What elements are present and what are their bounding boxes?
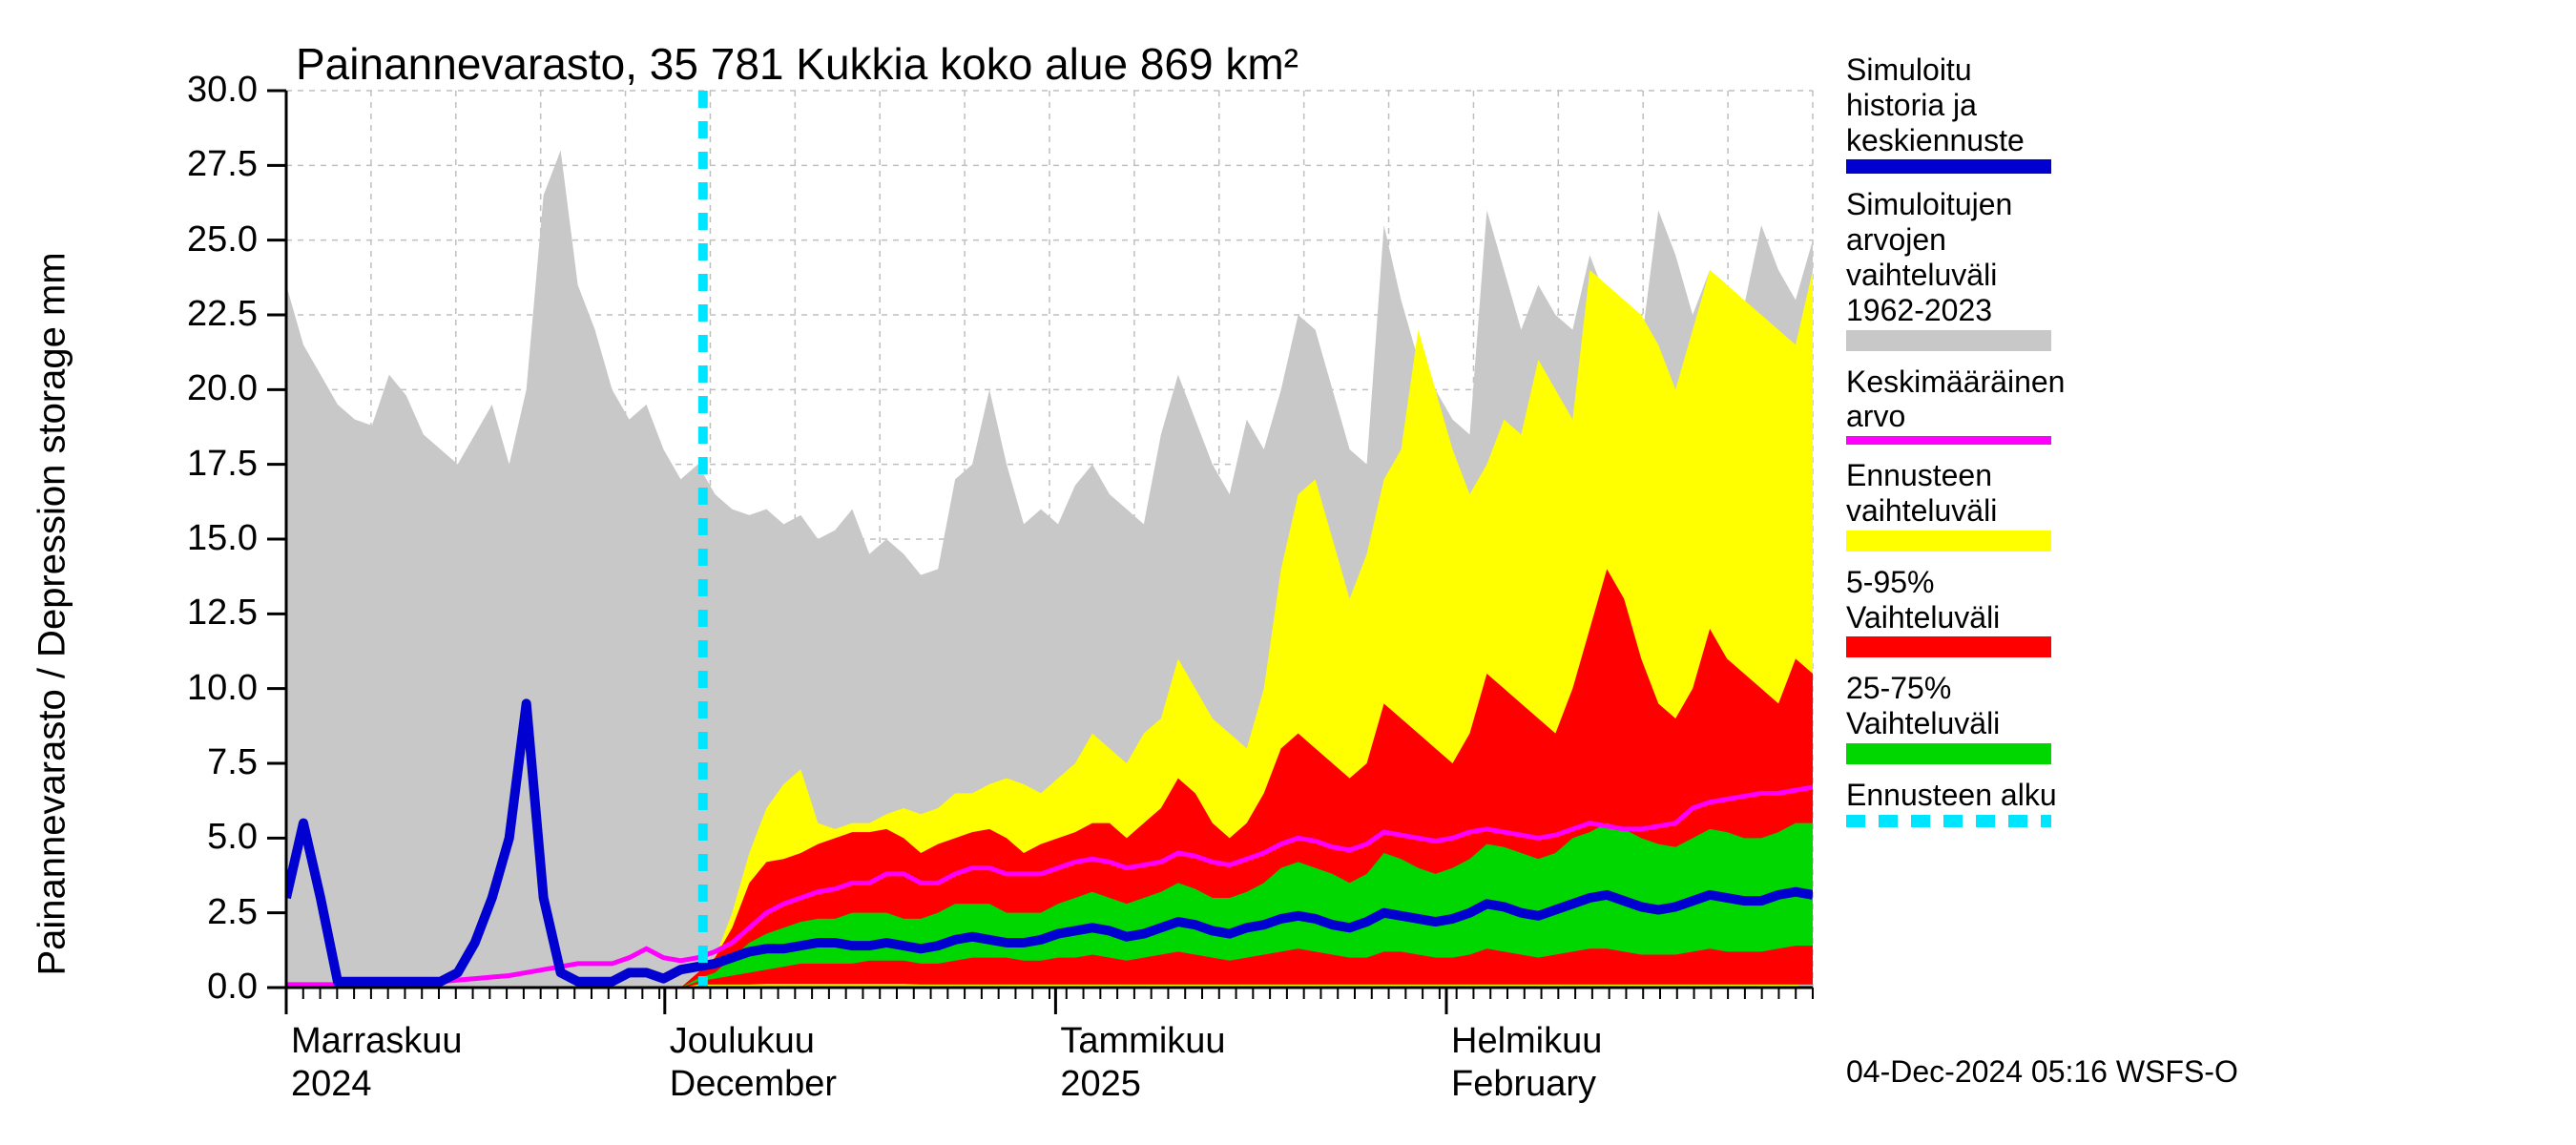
- legend-item: Keskimääräinen arvo: [1846, 364, 2066, 446]
- legend: Simuloitu historia jakeskiennusteSimuloi…: [1846, 52, 2066, 841]
- legend-swatch: [1846, 531, 2051, 552]
- y-tick: 25.0: [143, 219, 258, 260]
- chart-title: Painannevarasto, 35 781 Kukkia koko alue…: [296, 38, 1298, 90]
- timestamp: 04-Dec-2024 05:16 WSFS-O: [1846, 1054, 2238, 1090]
- legend-swatch: [1846, 636, 2051, 657]
- y-axis-label: Painannevarasto / Depression storage mm: [31, 252, 74, 975]
- legend-item: Ennusteen alku: [1846, 778, 2066, 827]
- legend-item: 5-95% Vaihteluväli: [1846, 565, 2066, 658]
- legend-label: 25-75% Vaihteluväli: [1846, 671, 2066, 741]
- x-month-sublabel: 2024: [291, 1064, 372, 1105]
- y-tick: 2.5: [143, 892, 258, 933]
- y-tick: 7.5: [143, 742, 258, 783]
- y-tick: 5.0: [143, 817, 258, 858]
- legend-label: keskiennuste: [1846, 123, 2066, 158]
- y-tick: 12.5: [143, 593, 258, 634]
- y-tick: 27.5: [143, 144, 258, 185]
- y-tick: 22.5: [143, 294, 258, 335]
- chart-container: Painannevarasto, 35 781 Kukkia koko alue…: [0, 0, 2576, 1145]
- legend-item: Simuloitujen arvojenvaihteluväli 1962-20…: [1846, 187, 2066, 350]
- legend-swatch: [1846, 330, 2051, 351]
- y-tick: 10.0: [143, 668, 258, 709]
- x-month-sublabel: 2025: [1060, 1064, 1141, 1105]
- x-month-sublabel: February: [1451, 1064, 1596, 1105]
- legend-label: vaihteluväli 1962-2023: [1846, 258, 2066, 328]
- y-tick: 15.0: [143, 518, 258, 559]
- legend-swatch: [1846, 159, 2051, 174]
- legend-label: Simuloitujen arvojen: [1846, 187, 2066, 258]
- x-month-label: Helmikuu: [1451, 1021, 1602, 1062]
- legend-label: 5-95% Vaihteluväli: [1846, 565, 2066, 635]
- legend-item: 25-75% Vaihteluväli: [1846, 671, 2066, 764]
- legend-item: Ennusteen vaihteluväli: [1846, 458, 2066, 552]
- legend-item: Simuloitu historia jakeskiennuste: [1846, 52, 2066, 174]
- y-tick: 30.0: [143, 70, 258, 111]
- legend-label: Ennusteen vaihteluväli: [1846, 458, 2066, 529]
- y-tick: 20.0: [143, 368, 258, 409]
- chart-svg: [0, 0, 2576, 1145]
- y-tick: 0.0: [143, 967, 258, 1008]
- legend-swatch: [1846, 743, 2051, 764]
- legend-label: Simuloitu historia ja: [1846, 52, 2066, 123]
- legend-swatch: [1846, 436, 2051, 445]
- legend-label: Ennusteen alku: [1846, 778, 2066, 813]
- x-month-label: Marraskuu: [291, 1021, 463, 1062]
- legend-swatch: [1846, 815, 2051, 827]
- x-month-label: Joulukuu: [670, 1021, 815, 1062]
- x-month-sublabel: December: [670, 1064, 837, 1105]
- x-month-label: Tammikuu: [1060, 1021, 1225, 1062]
- legend-label: Keskimääräinen arvo: [1846, 364, 2066, 435]
- y-tick: 17.5: [143, 444, 258, 485]
